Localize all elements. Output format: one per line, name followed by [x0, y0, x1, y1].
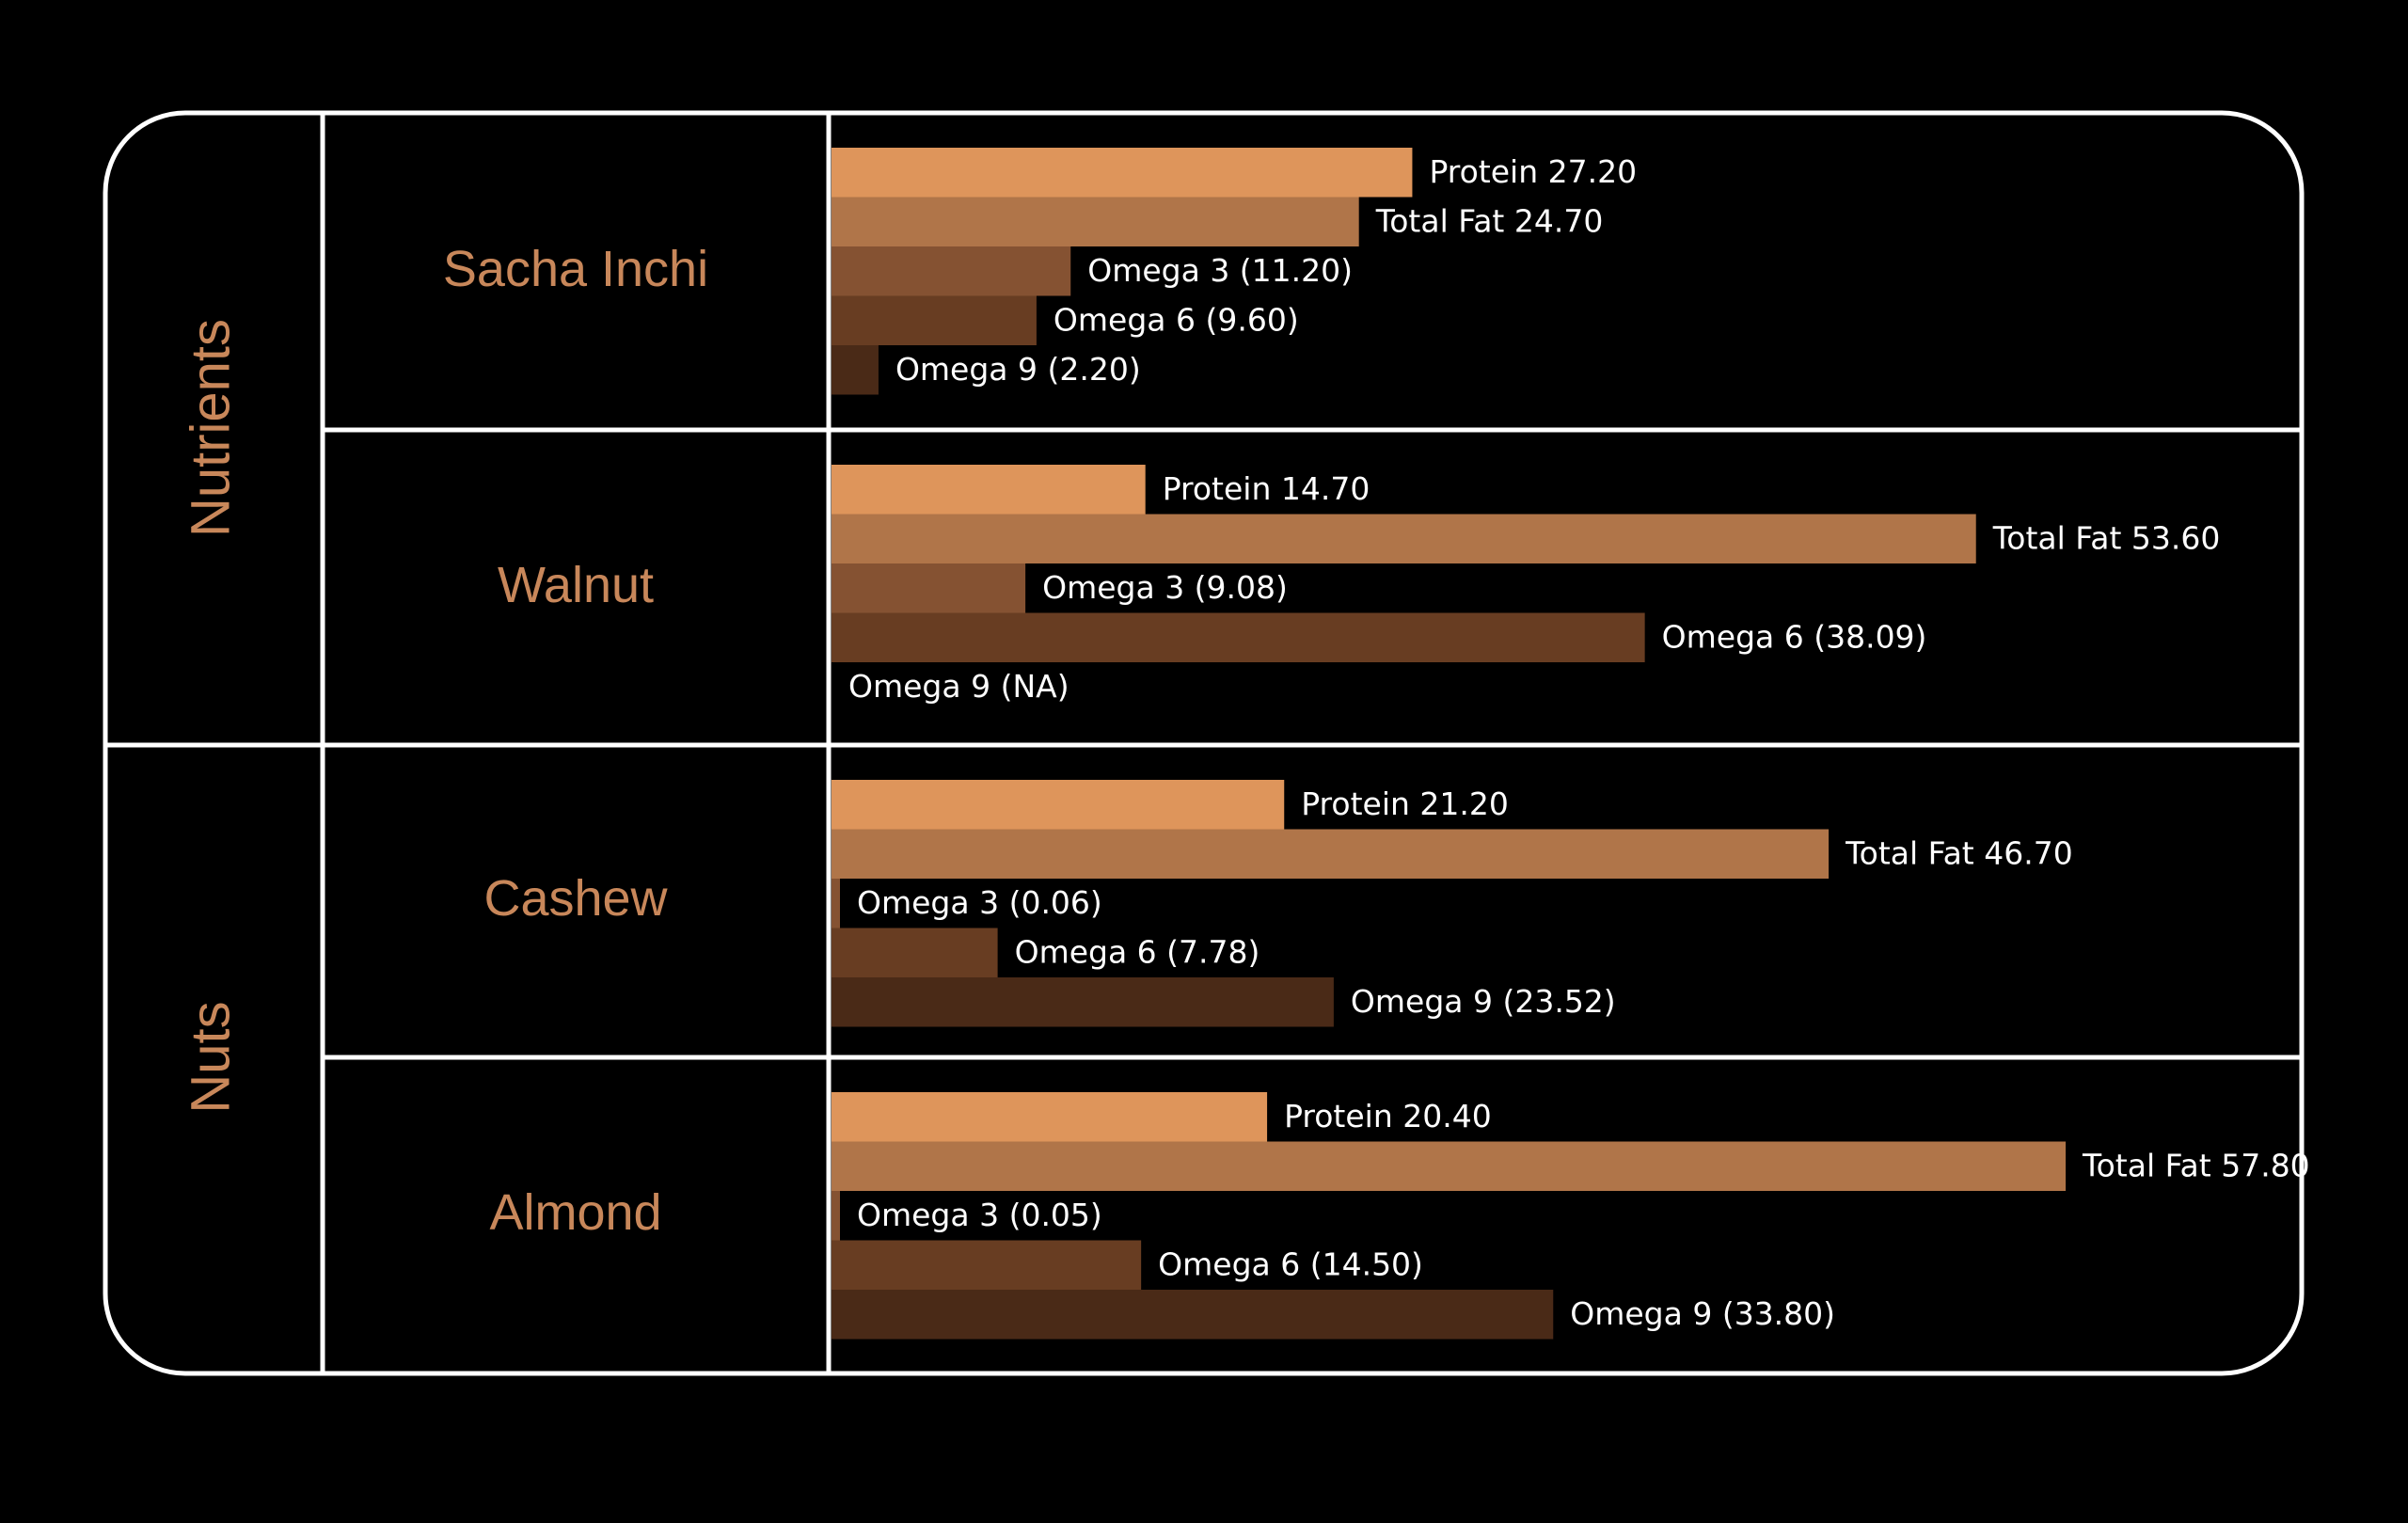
bar-walnut-total-fat [832, 514, 1976, 563]
bar-label-walnut-protein: Protein 14.70 [1163, 470, 1370, 507]
bar-label-sacha-inchi-protein: Protein 27.20 [1429, 153, 1637, 190]
bar-almond-omega-3 [832, 1191, 840, 1241]
bar-sacha-inchi-omega-9 [832, 345, 879, 395]
bar-label-almond-protein: Protein 20.40 [1284, 1098, 1492, 1134]
bar-walnut-omega-3 [832, 563, 1026, 613]
bar-cashew-omega-3 [832, 879, 840, 928]
bar-cashew-protein [832, 780, 1285, 830]
bar-label-walnut-omega-9: Omega 9 (NA) [848, 668, 1069, 705]
bar-almond-omega-9 [832, 1290, 1554, 1340]
bar-almond-omega-6 [832, 1240, 1142, 1290]
bar-label-almond-omega-9: Omega 9 (33.80) [1570, 1295, 1835, 1332]
bar-sacha-inchi-omega-6 [832, 295, 1037, 345]
bar-label-almond-total-fat: Total Fat 57.80 [2082, 1147, 2310, 1183]
bar-label-cashew-omega-3: Omega 3 (0.06) [857, 884, 1102, 921]
bar-label-almond-omega-6: Omega 6 (14.50) [1158, 1245, 1423, 1282]
table-frame [103, 110, 2305, 1376]
bar-walnut-protein [832, 465, 1146, 515]
bar-label-sacha-inchi-omega-6: Omega 6 (9.60) [1054, 301, 1299, 338]
bar-label-cashew-omega-6: Omega 6 (7.78) [1015, 933, 1260, 970]
bar-label-sacha-inchi-omega-9: Omega 9 (2.20) [895, 351, 1141, 388]
bar-label-walnut-omega-6: Omega 6 (38.09) [1662, 618, 1927, 655]
group-label-nuts: Nuts [180, 1001, 242, 1114]
bar-label-cashew-protein: Protein 21.20 [1301, 785, 1509, 822]
bars-layer [832, 148, 2067, 1340]
bar-label-walnut-omega-3: Omega 3 (9.08) [1042, 569, 1288, 606]
bar-cashew-omega-6 [832, 928, 998, 977]
bar-cashew-total-fat [832, 829, 1830, 879]
category-label-almond: Almond [489, 1184, 662, 1241]
bar-label-walnut-total-fat: Total Fat 53.60 [1992, 519, 2221, 556]
category-label-cashew: Cashew [483, 870, 668, 927]
category-label-sacha-inchi: Sacha Inchi [442, 240, 709, 297]
bar-cashew-omega-9 [832, 977, 1334, 1027]
category-label-walnut: Walnut [497, 556, 655, 613]
bar-sacha-inchi-total-fat [832, 197, 1359, 246]
bar-sacha-inchi-protein [832, 148, 1413, 198]
bar-almond-total-fat [832, 1141, 2067, 1191]
bar-walnut-omega-6 [832, 612, 1645, 662]
bar-almond-protein [832, 1092, 1268, 1142]
bar-sacha-inchi-omega-3 [832, 246, 1071, 296]
bar-labels-layer: Protein 27.20 Total Fat 24.70 Omega 3 (11.… [848, 153, 2310, 1332]
bar-label-cashew-total-fat: Total Fat 46.70 [1845, 834, 2073, 871]
bar-label-sacha-inchi-total-fat: Total Fat 24.70 [1375, 202, 1604, 239]
bar-label-cashew-omega-9: Omega 9 (23.52) [1351, 983, 1616, 1020]
group-label-nutrients: Nutrients [180, 318, 242, 538]
bar-label-almond-omega-3: Omega 3 (0.05) [857, 1197, 1102, 1233]
bar-label-sacha-inchi-omega-3: Omega 3 (11.20) [1087, 252, 1353, 289]
